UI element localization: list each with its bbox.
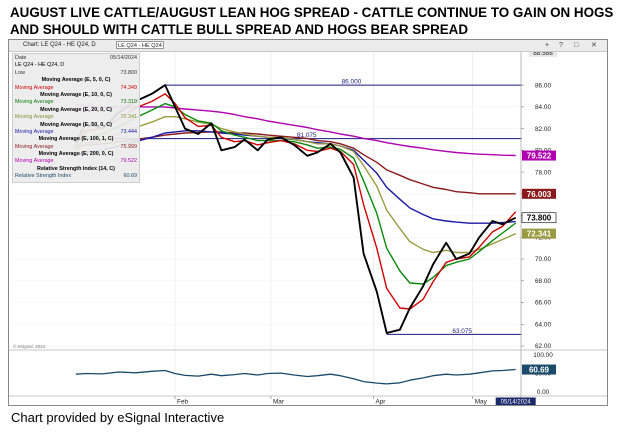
price-axis-top-badge <box>529 50 557 57</box>
price-badge-label: 73.800 <box>527 214 552 223</box>
horizontal-level-label: 63.075 <box>452 328 472 335</box>
info-row: Moving Average 72.341 <box>15 114 137 121</box>
help-icon[interactable]: ? <box>559 42 563 49</box>
info-row-heading: Moving Average (E, 10, 0, C) <box>40 91 112 98</box>
price-badge-ma100 <box>522 188 556 199</box>
info-row: Moving Average (E, 20, 0, C) <box>15 107 137 114</box>
chart-window-title: Chart: LE Q24 - HE Q24, D <box>23 42 96 48</box>
info-row-value: 72.341 <box>120 114 138 121</box>
info-row-value: 75.999 <box>120 143 138 150</box>
price-axis-label: 84.00 <box>535 104 551 111</box>
horizontal-level-label: 86.000 <box>342 79 362 86</box>
info-row-label: Moving Average <box>15 158 54 165</box>
rsi-axis-label: 0.00 <box>537 389 550 396</box>
headline: AUGUST LIVE CATTLE/AUGUST LEAN HOG SPREA… <box>10 5 614 37</box>
price-badge-label: 79.522 <box>527 152 552 161</box>
price-badge-label: 72.341 <box>527 230 552 239</box>
info-row: LE Q24 - HE Q24, D <box>15 62 137 69</box>
info-row: Moving Average 79.522 <box>15 158 137 165</box>
info-row: Moving Average 75.999 <box>15 144 137 151</box>
price-badge-price <box>521 212 557 224</box>
info-row: Moving Average 73.444 <box>15 129 137 136</box>
rsi-badge <box>522 364 556 375</box>
info-row-value: 79.522 <box>120 158 138 165</box>
info-row-value: 73.444 <box>120 128 138 135</box>
rsi-line[interactable] <box>75 368 516 385</box>
info-row: Low 73.800 <box>15 70 137 77</box>
info-row-value: 73.319 <box>120 99 138 106</box>
info-row: Relative Strength Index 60.69 <box>15 173 137 180</box>
info-row-value: 05/14/2024 <box>110 55 137 61</box>
series-line-ma20[interactable] <box>75 115 516 254</box>
info-row-value: 60.69 <box>123 173 138 180</box>
symbol-input[interactable]: LE Q24 - HE Q24 <box>116 41 164 49</box>
horizontal-level-label: 81.075 <box>297 132 317 139</box>
chart-titlebar[interactable]: Chart: LE Q24 - HE Q24, D LE Q24 - HE Q2… <box>9 40 607 52</box>
chart-window[interactable]: 86.000 81.075 63.075 62.00 64.00 66.00 68.00 7… <box>8 39 608 406</box>
info-row-label: Moving Average <box>15 114 54 121</box>
info-row: Moving Average (E, 200, 0, C) <box>15 151 137 158</box>
price-axis-label: 64.00 <box>535 321 551 328</box>
info-row: Moving Average (E, 100, 1, C) <box>15 136 137 143</box>
info-row-label: Relative Strength Index <box>15 173 72 180</box>
price-axis-label: 82.00 <box>535 126 551 133</box>
info-row-value: 73.800 <box>120 69 138 76</box>
price-axis-label: 70.00 <box>535 256 551 263</box>
info-row: Moving Average 74.349 <box>15 85 137 92</box>
info-row-label: Moving Average <box>15 84 54 91</box>
series-line-ma5[interactable] <box>75 93 517 310</box>
series-line-ma10[interactable] <box>75 102 517 285</box>
info-row-label: Moving Average <box>15 99 54 106</box>
date-axis-label: Apr <box>375 399 386 406</box>
price-axis-label: 62.00 <box>535 343 551 350</box>
close-icon[interactable]: ✕ <box>591 42 597 49</box>
series-line-ma200[interactable] <box>75 104 516 157</box>
price-badge-label: 76.003 <box>527 190 552 199</box>
info-row-heading: Moving Average (E, 100, 1, C) <box>38 136 114 143</box>
watermark-text: © eSignal, 2024 <box>13 343 46 349</box>
current-date-label: 05/14/2024 <box>501 400 532 405</box>
price-axis-top-label: 88.588 <box>533 50 553 57</box>
rsi-badge-label: 60.69 <box>529 366 550 375</box>
info-row: Moving Average (E, 5, 0, C) <box>15 77 137 84</box>
info-row-heading: Moving Average (E, 50, 0, C) <box>40 121 112 128</box>
info-row-label: Moving Average <box>15 128 54 135</box>
series-line-ma100[interactable] <box>75 131 516 195</box>
price-axis-label: 78.00 <box>535 169 551 176</box>
info-row-label: Date <box>15 55 27 61</box>
info-row: Date 05/14/2024 <box>15 55 137 62</box>
current-date-badge <box>495 397 536 405</box>
info-row: Moving Average 73.319 <box>15 99 137 106</box>
rsi-axis-label: 100.00 <box>533 352 553 359</box>
maximize-icon[interactable]: □ <box>574 42 579 49</box>
info-row: Moving Average (E, 10, 0, C) <box>15 92 137 99</box>
info-row-heading: Moving Average (E, 20, 0, C) <box>40 106 112 113</box>
info-row: Moving Average (E, 50, 0, C) <box>15 122 137 129</box>
date-axis-label: Mar <box>273 399 285 406</box>
price-badge-ma20 <box>522 228 556 239</box>
price-axis-label: 68.00 <box>535 278 551 285</box>
add-icon[interactable]: + <box>545 42 550 49</box>
info-row-label: Moving Average <box>15 143 54 150</box>
info-row-label: Low <box>15 69 25 76</box>
series-line-price[interactable] <box>74 84 517 334</box>
chart-canvas[interactable]: 86.000 81.075 63.075 62.00 64.00 66.00 68.00 7… <box>9 40 607 405</box>
info-row-heading: Moving Average (E, 5, 0, C) <box>41 77 111 84</box>
price-badge-ma200 <box>522 150 556 161</box>
info-row-label: LE Q24 - HE Q24, D <box>15 62 65 69</box>
info-row-heading: Relative Strength Index (14, C) <box>37 165 115 172</box>
study-info-panel: Date 05/14/2024 LE Q24 - HE Q24, D Low 73.80… <box>12 53 140 183</box>
info-row-heading: Moving Average (E, 200, 0, C) <box>38 151 114 158</box>
info-row-value: 74.349 <box>120 84 138 91</box>
info-row: Relative Strength Index (14, C) <box>15 166 137 173</box>
price-axis-label: 86.00 <box>535 82 551 89</box>
date-axis-label: May <box>475 399 488 406</box>
date-axis-label: Feb <box>177 399 188 406</box>
chart-caption: Chart provided by eSignal Interactive <box>11 410 225 425</box>
price-axis-label: 66.00 <box>535 300 551 307</box>
